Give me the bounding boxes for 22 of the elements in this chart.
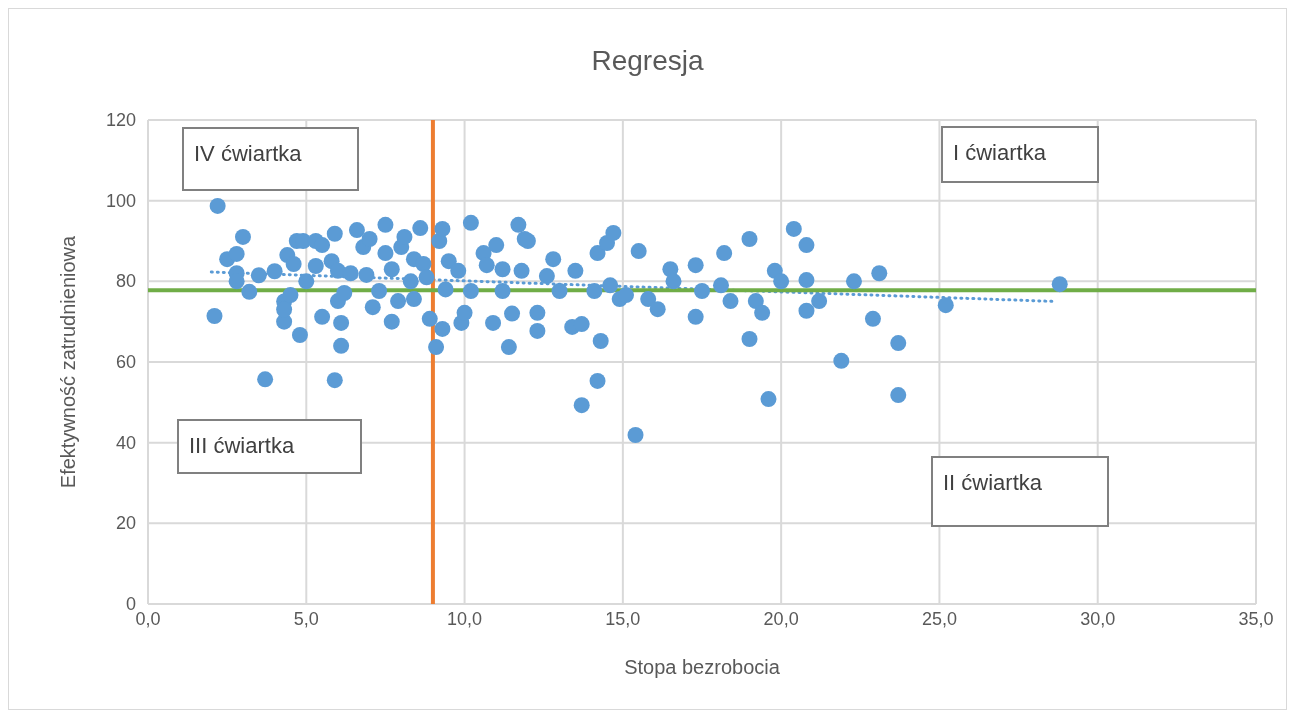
text-box: II ćwiartka xyxy=(931,456,1109,527)
x-tick-label: 5,0 xyxy=(293,608,319,629)
text-box: I ćwiartka xyxy=(941,126,1099,183)
x-tick-label: 30,0 xyxy=(1080,608,1116,629)
x-tick-label: 15,0 xyxy=(605,608,641,629)
x-tick-label: 35,0 xyxy=(1238,608,1274,629)
y-tick-label: 0 xyxy=(125,594,136,614)
x-tick-label: 10,0 xyxy=(447,608,483,629)
y-tick-label: 60 xyxy=(115,352,136,372)
y-tick-label: 80 xyxy=(115,271,136,292)
y-tick-label: 100 xyxy=(105,190,136,211)
x-tick-label: 0,0 xyxy=(135,608,161,629)
text-box: IV ćwiartka xyxy=(182,127,359,191)
chart-title: Regresja xyxy=(590,45,705,77)
x-tick-label: 25,0 xyxy=(921,608,957,629)
text-box: III ćwiartka xyxy=(177,419,362,474)
y-tick-label: 120 xyxy=(105,110,136,130)
x-tick-label: 20,0 xyxy=(763,608,799,629)
y-tick-label: 20 xyxy=(115,513,136,534)
y-axis-title: Efektywność zatrudnieniowa xyxy=(57,234,80,489)
x-axis-title: Stopa bezrobocia xyxy=(624,656,781,678)
y-tick-label: 40 xyxy=(115,432,136,453)
